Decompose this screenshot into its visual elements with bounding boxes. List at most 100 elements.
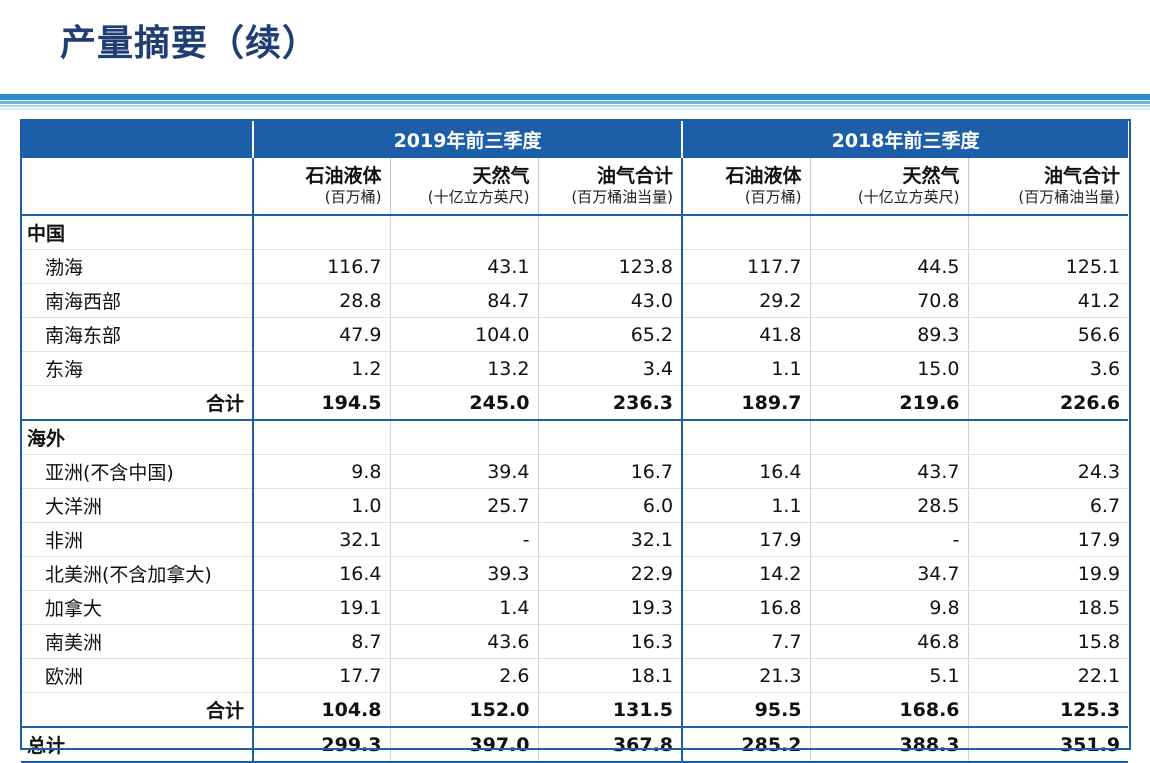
table-cell: 24.3 — [968, 454, 1129, 489]
table-row: 南海西部 28.8 84.7 43.0 29.2 70.8 41.2 — [21, 283, 1129, 318]
table-cell: 17.9 — [968, 522, 1129, 557]
column-header: 石油液体 (百万桶) — [682, 158, 811, 216]
table-cell: 34.7 — [810, 556, 969, 591]
table-cell: 245.0 — [390, 385, 539, 421]
header-band-stripe — [0, 105, 1150, 107]
column-header: 石油液体 (百万桶) — [253, 158, 391, 216]
table-cell: 125.3 — [968, 692, 1129, 728]
table-cell: 46.8 — [810, 624, 969, 659]
subtotal-row: 合计 194.5 245.0 236.3 189.7 219.6 226.6 — [21, 385, 1129, 421]
table-row: 非洲 32.1-32.1 17.9-17.9 — [21, 522, 1129, 557]
table-cell: 16.7 — [538, 454, 684, 489]
table-cell: 22.9 — [538, 556, 684, 591]
table-cell: 41.2 — [968, 283, 1129, 318]
period-header-2019: 2019年前三季度 — [253, 120, 684, 158]
table-cell: 65.2 — [538, 317, 684, 352]
table-cell: 189.7 — [682, 385, 811, 421]
row-label: 海外 — [21, 420, 254, 455]
table-cell: 89.3 — [810, 317, 969, 352]
subtotal-row: 合计 104.8 152.0 131.5 95.5 168.6 125.3 — [21, 692, 1129, 728]
table-cell: 95.5 — [682, 692, 811, 728]
table-row: 南海东部 47.9 104.0 65.2 41.8 89.3 56.6 — [21, 317, 1129, 352]
table-cell — [682, 215, 811, 250]
table-cell: 21.3 — [682, 658, 811, 693]
table-cell: 22.1 — [968, 658, 1129, 693]
table-cell: 17.9 — [682, 522, 811, 557]
table-cell — [810, 215, 969, 250]
table-cell: - — [390, 522, 539, 557]
table-cell: 6.0 — [538, 488, 684, 523]
table-cell: 15.0 — [810, 351, 969, 386]
table-cell — [968, 420, 1129, 455]
table-cell: 152.0 — [390, 692, 539, 728]
table-cell — [253, 420, 391, 455]
table-cell — [968, 215, 1129, 250]
column-header: 油气合计 (百万桶油当量) — [538, 158, 684, 216]
table-cell: 32.1 — [538, 522, 684, 557]
table-cell: 13.2 — [390, 351, 539, 386]
table-cell: 43.1 — [390, 249, 539, 284]
table-row: 南美洲 8.7 43.6 16.3 7.7 46.8 15.8 — [21, 624, 1129, 659]
table-cell: 18.1 — [538, 658, 684, 693]
table-cell: 3.6 — [968, 351, 1129, 386]
table-cell: 131.5 — [538, 692, 684, 728]
table-cell: 116.7 — [253, 249, 391, 284]
header-band-stripe — [0, 108, 1150, 110]
table-cell: 39.3 — [390, 556, 539, 591]
header-corner — [21, 120, 254, 158]
table-cell: 25.7 — [390, 488, 539, 523]
table-cell: 28.5 — [810, 488, 969, 523]
table-cell: 84.7 — [390, 283, 539, 318]
row-label: 北美洲(不含加拿大) — [21, 556, 254, 591]
table-cell: 123.8 — [538, 249, 684, 284]
table-row: 加拿大 19.1 1.4 19.3 16.8 9.8 18.5 — [21, 590, 1129, 625]
table-cell: 43.7 — [810, 454, 969, 489]
table-row: 东海 1.2 13.2 3.4 1.1 15.0 3.6 — [21, 351, 1129, 386]
period-header-2018: 2018年前三季度 — [682, 120, 1129, 158]
table-cell: 16.4 — [253, 556, 391, 591]
section-row: 中国 — [21, 215, 1129, 250]
table-cell: 7.7 — [682, 624, 811, 659]
column-header: 天然气 (十亿立方英尺) — [810, 158, 969, 216]
table-cell: 2.6 — [390, 658, 539, 693]
table-row: 北美洲(不含加拿大) 16.4 39.3 22.9 14.2 34.7 19.9 — [21, 556, 1129, 591]
table-cell: 19.9 — [968, 556, 1129, 591]
table-cell: 47.9 — [253, 317, 391, 352]
table-cell — [538, 215, 684, 250]
table-cell: 15.8 — [968, 624, 1129, 659]
table-cell: 9.8 — [810, 590, 969, 625]
table-cell: 28.8 — [253, 283, 391, 318]
row-label: 合计 — [21, 692, 254, 728]
table-cell — [253, 215, 391, 250]
table-cell: 44.5 — [810, 249, 969, 284]
row-label: 加拿大 — [21, 590, 254, 625]
table-cell — [390, 215, 539, 250]
table-cell: 41.8 — [682, 317, 811, 352]
row-label: 欧洲 — [21, 658, 254, 693]
column-header: 天然气 (十亿立方英尺) — [390, 158, 539, 216]
production-summary-table: 2019年前三季度 2018年前三季度 石油液体 (百万桶) 天然气 (十亿立方英尺… — [21, 120, 1129, 763]
table-cell: 104.8 — [253, 692, 391, 728]
table-cell: 6.7 — [968, 488, 1129, 523]
table-cell: - — [810, 522, 969, 557]
table-cell: 236.3 — [538, 385, 684, 421]
table-cell: 43.0 — [538, 283, 684, 318]
table-cell: 194.5 — [253, 385, 391, 421]
table-cell: 16.4 — [682, 454, 811, 489]
table-cell — [682, 420, 811, 455]
table-cell: 16.8 — [682, 590, 811, 625]
header-band — [0, 94, 1150, 100]
table-cell: 219.6 — [810, 385, 969, 421]
table-row: 亚洲(不含中国) 9.8 39.4 16.7 16.4 43.7 24.3 — [21, 454, 1129, 489]
table-row: 渤海 116.7 43.1 123.8 117.7 44.5 125.1 — [21, 249, 1129, 284]
table-cell: 16.3 — [538, 624, 684, 659]
table-cell: 14.2 — [682, 556, 811, 591]
table-cell — [390, 420, 539, 455]
row-label: 东海 — [21, 351, 254, 386]
row-label: 中国 — [21, 215, 254, 250]
row-label: 亚洲(不含中国) — [21, 454, 254, 489]
table-cell: 1.1 — [682, 488, 811, 523]
row-label-header — [21, 158, 254, 216]
table-cell: 117.7 — [682, 249, 811, 284]
page-title: 产量摘要（续） — [60, 23, 320, 64]
